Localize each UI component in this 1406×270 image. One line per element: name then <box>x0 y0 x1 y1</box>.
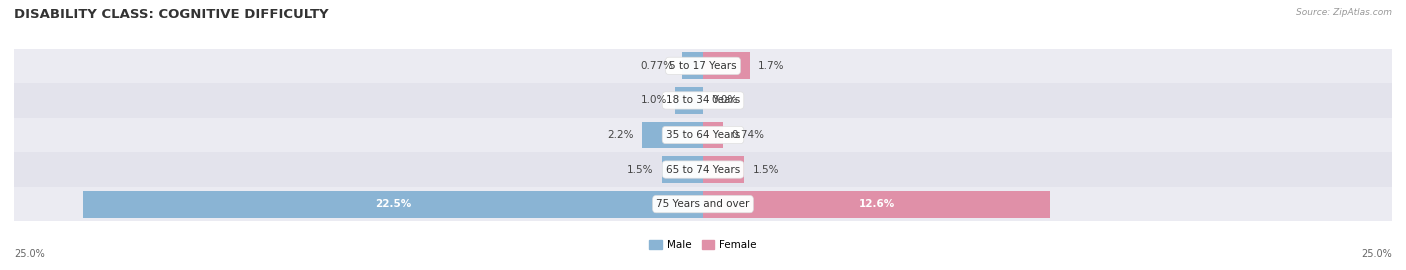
Text: 5 to 17 Years: 5 to 17 Years <box>669 61 737 71</box>
Bar <box>703 52 749 79</box>
Bar <box>83 191 703 218</box>
Text: Source: ZipAtlas.com: Source: ZipAtlas.com <box>1296 8 1392 17</box>
Bar <box>643 122 703 148</box>
Text: 1.0%: 1.0% <box>641 95 668 106</box>
Bar <box>14 152 1392 187</box>
Bar <box>703 191 1050 218</box>
Text: 65 to 74 Years: 65 to 74 Years <box>666 164 740 175</box>
Text: 75 Years and over: 75 Years and over <box>657 199 749 209</box>
Text: 1.5%: 1.5% <box>627 164 654 175</box>
Bar <box>703 156 744 183</box>
Text: DISABILITY CLASS: COGNITIVE DIFFICULTY: DISABILITY CLASS: COGNITIVE DIFFICULTY <box>14 8 329 21</box>
Text: 35 to 64 Years: 35 to 64 Years <box>666 130 740 140</box>
Text: 0.77%: 0.77% <box>641 61 673 71</box>
Text: 22.5%: 22.5% <box>375 199 411 209</box>
Bar <box>682 52 703 79</box>
Text: 2.2%: 2.2% <box>607 130 634 140</box>
Text: 1.7%: 1.7% <box>758 61 785 71</box>
Bar <box>14 118 1392 152</box>
Bar <box>675 87 703 114</box>
Bar <box>662 156 703 183</box>
Bar <box>14 49 1392 83</box>
Bar <box>703 122 724 148</box>
Text: 0.74%: 0.74% <box>731 130 765 140</box>
Text: 12.6%: 12.6% <box>859 199 894 209</box>
Text: 1.5%: 1.5% <box>752 164 779 175</box>
Text: 25.0%: 25.0% <box>14 249 45 259</box>
Bar <box>14 187 1392 221</box>
Text: 25.0%: 25.0% <box>1361 249 1392 259</box>
Bar <box>14 83 1392 118</box>
Legend: Male, Female: Male, Female <box>645 236 761 254</box>
Text: 18 to 34 Years: 18 to 34 Years <box>666 95 740 106</box>
Text: 0.0%: 0.0% <box>711 95 738 106</box>
